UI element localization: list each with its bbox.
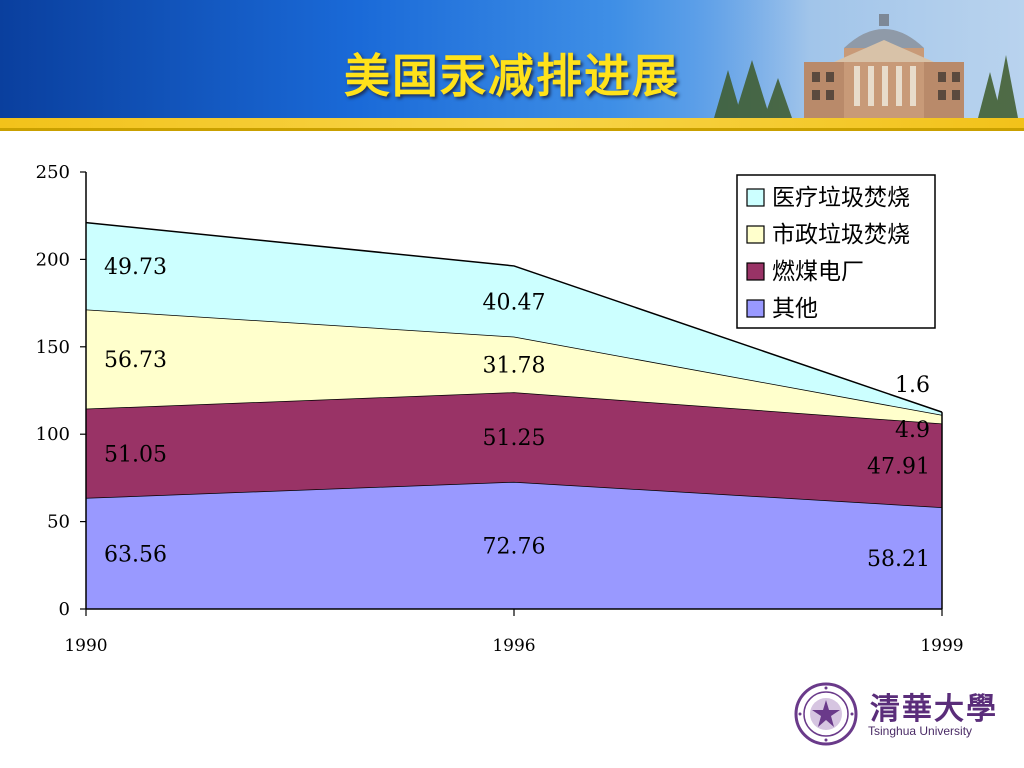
data-label: 49.73 bbox=[104, 255, 167, 280]
legend-swatch bbox=[746, 188, 765, 207]
banner-gold-edge bbox=[0, 128, 1024, 131]
slide-title: 美国汞减排进展 bbox=[344, 49, 680, 103]
data-label: 4.9 bbox=[895, 418, 930, 443]
legend-label: 燃煤电厂 bbox=[772, 259, 864, 285]
y-tick-label: 100 bbox=[36, 424, 70, 445]
x-tick-label: 1996 bbox=[492, 636, 535, 656]
data-label: 51.05 bbox=[104, 442, 167, 467]
legend-label: 医疗垃圾焚烧 bbox=[772, 185, 910, 211]
area-series-0 bbox=[86, 481, 942, 609]
tsinghua-seal-icon bbox=[794, 682, 858, 746]
university-logo-chinese: 清華大學 bbox=[870, 692, 998, 727]
x-tick-label: 1990 bbox=[64, 636, 107, 656]
area-layers bbox=[85, 221, 943, 609]
data-labels: 63.56 72.76 58.21 51.05 51.25 47.91 56.73 31.78… bbox=[104, 255, 930, 572]
data-label: 51.25 bbox=[483, 426, 546, 451]
data-label: 56.73 bbox=[104, 348, 167, 373]
area-series-2 bbox=[86, 309, 942, 424]
data-label: 63.56 bbox=[104, 542, 167, 567]
legend-label: 市政垃圾焚烧 bbox=[772, 222, 910, 248]
legend-label: 其他 bbox=[772, 296, 818, 322]
legend-box bbox=[736, 174, 936, 329]
data-label: 58.21 bbox=[867, 547, 930, 572]
y-tick-label: 50 bbox=[47, 512, 70, 533]
data-label: 72.76 bbox=[483, 534, 546, 559]
area-series-boundary-0 bbox=[85, 481, 943, 508]
legend-swatch bbox=[746, 262, 765, 281]
area-series-1 bbox=[86, 392, 942, 508]
mercury-emission-area-chart: 0 50 100 150 200 250 1990 1996 1999 63.56 72.76 58… bbox=[36, 162, 964, 656]
chart-axes: 0 50 100 150 200 250 1990 1996 1999 bbox=[36, 162, 964, 656]
data-label: 40.47 bbox=[483, 290, 546, 315]
data-label: 31.78 bbox=[483, 353, 546, 378]
y-tick-label: 0 bbox=[59, 599, 70, 620]
area-series-boundary-3 bbox=[85, 221, 943, 413]
y-tick-label: 250 bbox=[36, 162, 70, 183]
x-tick-label: 1999 bbox=[920, 636, 963, 656]
area-series-3 bbox=[86, 222, 942, 415]
area-series-boundary-1 bbox=[85, 391, 943, 425]
title-banner: 美国汞减排进展 bbox=[0, 0, 1024, 118]
legend-swatch bbox=[746, 225, 765, 244]
banner-gold-stripe bbox=[0, 118, 1024, 128]
data-label: 1.6 bbox=[895, 373, 930, 398]
university-logo-english: Tsinghua University bbox=[868, 724, 973, 738]
campus-building-image bbox=[694, 0, 1024, 118]
legend-swatch bbox=[746, 299, 765, 318]
data-label: 47.91 bbox=[867, 454, 930, 479]
y-tick-label: 150 bbox=[36, 337, 70, 358]
y-tick-label: 200 bbox=[36, 249, 70, 270]
